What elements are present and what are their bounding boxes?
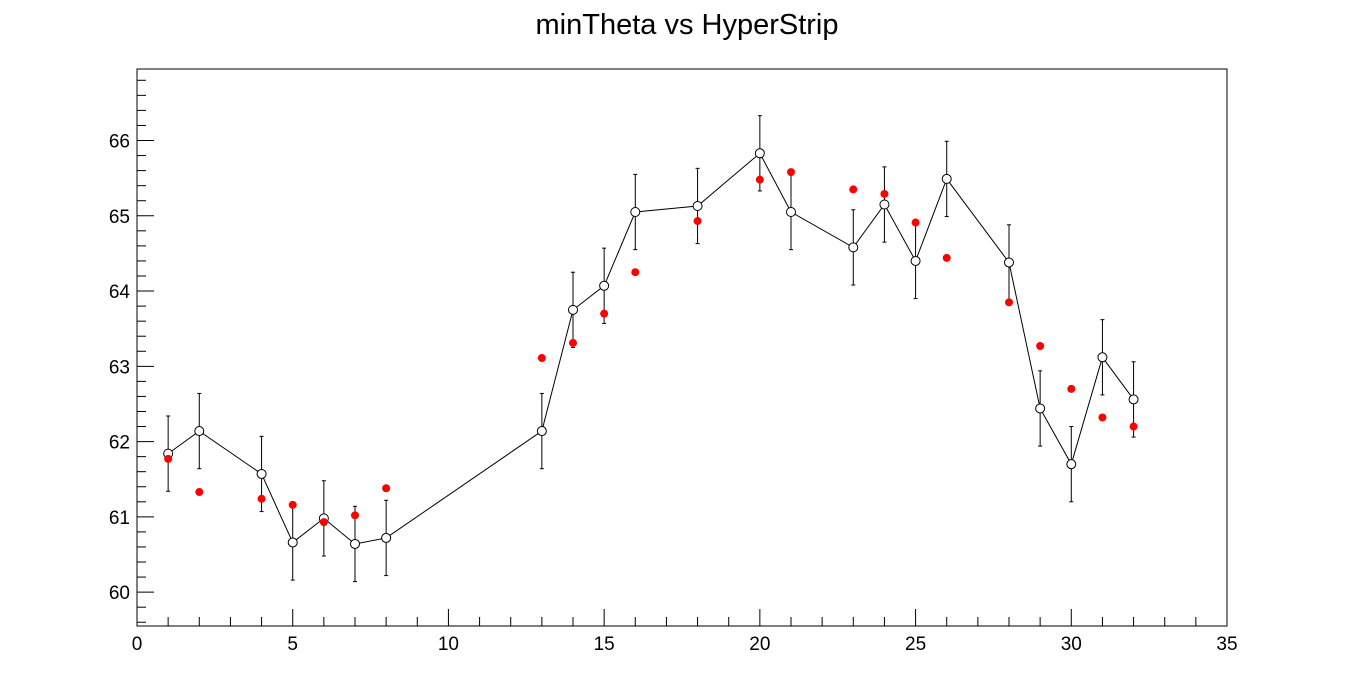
data-point: [910, 222, 921, 300]
data-point: [1066, 426, 1077, 503]
data-point: [1035, 370, 1046, 447]
red-marker: [319, 518, 328, 527]
plot-frame: [136, 68, 1228, 627]
y-tick-label: 62: [109, 433, 130, 454]
data-point: [287, 504, 298, 581]
red-marker: [1098, 413, 1107, 422]
red-marker: [1129, 422, 1138, 431]
y-tick-label: 63: [109, 357, 130, 378]
data-point: [754, 115, 765, 192]
open-circle-marker: [568, 304, 578, 315]
open-circle-marker: [1004, 257, 1014, 268]
x-tick-label: 20: [749, 634, 770, 655]
red-marker: [849, 185, 858, 194]
red-marker: [195, 488, 204, 497]
x-tick-label: 30: [1061, 634, 1082, 655]
red-marker: [942, 253, 951, 262]
x-tick-label: 10: [438, 634, 459, 655]
red-marker: [1005, 298, 1013, 307]
data-point: [692, 167, 703, 245]
red-marker: [164, 454, 173, 463]
red-marker: [755, 175, 764, 184]
open-circle-marker: [1066, 459, 1077, 470]
y-tick-label: 66: [109, 132, 130, 153]
data-point: [1004, 224, 1014, 301]
open-circle-marker: [910, 255, 921, 266]
series-line: [167, 152, 1134, 545]
open-circle-marker: [1035, 403, 1046, 414]
red-marker: [257, 494, 266, 503]
open-circle-marker: [256, 468, 267, 479]
open-circle-marker: [536, 426, 547, 437]
data-point: [536, 392, 547, 470]
open-circle-marker: [941, 173, 952, 184]
red-marker: [880, 189, 889, 198]
data-point: [381, 499, 392, 577]
chart-title: minTheta vs HyperStrip: [536, 9, 839, 41]
red-marker: [693, 217, 702, 226]
data-point: [568, 271, 578, 348]
open-circle-marker: [754, 148, 765, 159]
open-circle-marker: [786, 207, 796, 218]
data-point: [1128, 361, 1139, 438]
red-marker: [288, 500, 297, 509]
y-tick-label: 65: [109, 207, 130, 228]
x-tick-label: 15: [594, 634, 615, 655]
data-point: [1097, 319, 1108, 396]
data-point: [163, 415, 174, 492]
red-marker: [631, 268, 640, 277]
open-circle-marker: [599, 280, 610, 291]
data-point: [194, 392, 205, 470]
y-tick-label: 61: [109, 508, 130, 529]
x-tick-label: 25: [905, 634, 926, 655]
red-marker: [600, 309, 609, 318]
red-marker: [351, 511, 359, 520]
open-circle-marker: [194, 426, 205, 437]
open-circle-marker: [630, 207, 641, 218]
x-tick-label: 5: [287, 634, 298, 655]
red-marker: [569, 338, 577, 347]
open-circle-marker: [350, 538, 360, 549]
series-layer: [163, 115, 1139, 583]
red-marker: [1036, 341, 1045, 350]
open-circle-marker: [1128, 394, 1139, 405]
data-point: [256, 435, 267, 513]
data-point: [599, 247, 610, 324]
red-marker: [537, 354, 546, 363]
open-circle-marker: [381, 532, 392, 543]
data-point: [848, 209, 859, 286]
x-tick-label: 35: [1216, 634, 1237, 655]
data-point: [630, 173, 641, 251]
red-marker: [1067, 384, 1076, 393]
y-tick-label: 64: [109, 282, 131, 303]
open-circle-marker: [287, 537, 298, 548]
data-point: [879, 166, 890, 243]
y-tick-label: 60: [109, 583, 130, 604]
x-axis: 0 5 10 15 20 25 30 35: [132, 609, 1238, 655]
red-marker: [911, 218, 920, 227]
red-marker: [382, 484, 391, 493]
data-point: [941, 140, 952, 218]
x-tick-label: 0: [132, 634, 143, 655]
open-circle-marker: [848, 242, 859, 253]
data-point: [786, 173, 796, 251]
open-circle-marker: [1097, 352, 1108, 363]
y-axis: 60 61 62 63 64 65 66: [109, 79, 154, 623]
open-circle-marker: [879, 199, 890, 210]
open-circle-marker: [692, 200, 703, 211]
red-marker: [787, 168, 795, 177]
